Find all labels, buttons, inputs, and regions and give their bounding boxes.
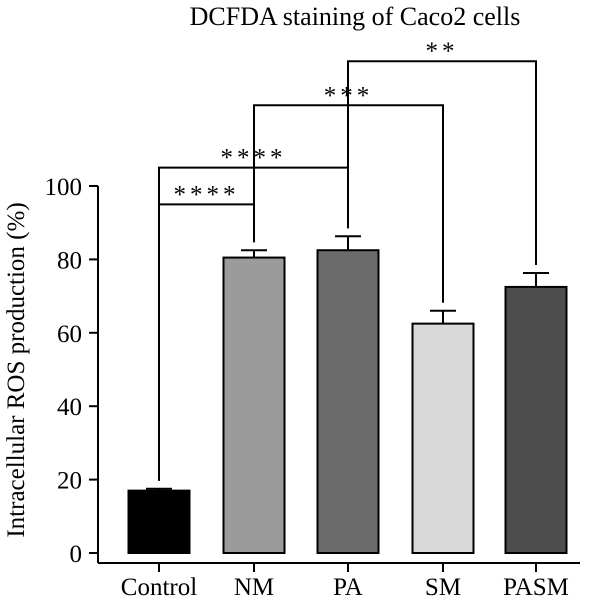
x-tick-label: Control [121,574,197,601]
bar-nm [222,256,286,554]
y-tick-label: 100 [45,174,83,201]
bars [127,235,568,554]
y-tick-label: 80 [57,247,82,274]
significance-label: **** [174,181,240,208]
significance-label: ** [426,38,459,65]
y-tick-label: 60 [57,321,82,348]
significance-brackets: ************* [158,38,537,481]
significance-bracket [347,60,537,265]
x-tick-label: PA [333,574,363,601]
bar-control [127,489,191,554]
bar-sm [411,322,475,554]
y-tick-label: 40 [57,394,82,421]
significance-label: **** [221,145,287,172]
y-tick-label: 0 [70,541,83,568]
y-tick-label: 20 [57,468,82,495]
significance-label: *** [324,82,374,109]
bar-pa [316,249,380,554]
bar-pasm [504,285,568,554]
x-tick-label: SM [425,574,461,601]
chart-title: DCFDA staining of Caco2 cells [190,2,521,31]
y-axis-label: Intracellular ROS production (%) [3,202,30,537]
x-tick-label: NM [234,574,274,601]
x-tick-label: PASM [503,574,569,601]
